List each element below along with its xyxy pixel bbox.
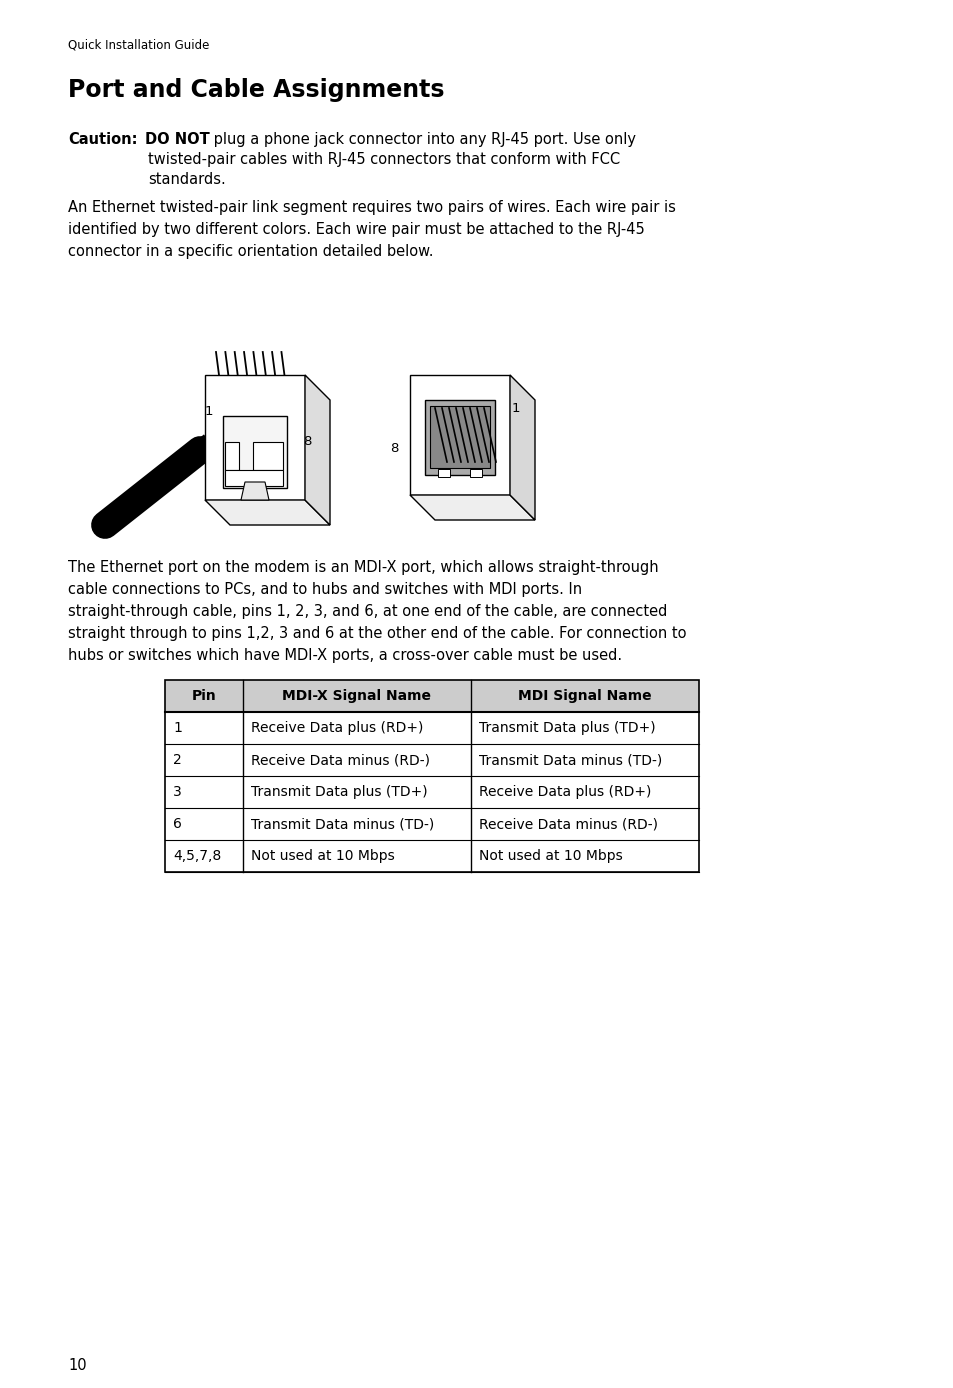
Text: 3: 3 bbox=[172, 786, 182, 799]
Bar bbox=[165, 840, 699, 872]
Bar bbox=[253, 441, 283, 471]
Text: Receive Data plus (RD+): Receive Data plus (RD+) bbox=[478, 786, 651, 799]
Text: Receive Data minus (RD-): Receive Data minus (RD-) bbox=[478, 818, 658, 831]
Bar bbox=[225, 441, 239, 471]
Polygon shape bbox=[305, 375, 330, 525]
Bar bbox=[165, 712, 699, 744]
Bar bbox=[424, 400, 495, 475]
Polygon shape bbox=[410, 375, 510, 496]
Text: straight through to pins 1,2, 3 and 6 at the other end of the cable. For connect: straight through to pins 1,2, 3 and 6 at… bbox=[68, 626, 686, 641]
Bar bbox=[430, 407, 490, 468]
Text: 10: 10 bbox=[68, 1357, 87, 1373]
Bar bbox=[223, 416, 287, 489]
Bar bbox=[165, 808, 699, 840]
Text: connector in a specific orientation detailed below.: connector in a specific orientation deta… bbox=[68, 244, 433, 260]
Text: hubs or switches which have MDI-X ports, a cross-over cable must be used.: hubs or switches which have MDI-X ports,… bbox=[68, 648, 621, 663]
Text: 1: 1 bbox=[172, 720, 182, 736]
Text: DO NOT: DO NOT bbox=[145, 132, 210, 147]
Text: 2: 2 bbox=[172, 754, 182, 768]
Polygon shape bbox=[410, 496, 535, 520]
Bar bbox=[165, 776, 699, 808]
Polygon shape bbox=[241, 482, 269, 500]
Text: cable connections to PCs, and to hubs and switches with MDI ports. In: cable connections to PCs, and to hubs an… bbox=[68, 582, 581, 597]
Text: twisted-pair cables with RJ-45 connectors that conform with FCC: twisted-pair cables with RJ-45 connector… bbox=[148, 153, 619, 167]
Bar bbox=[437, 469, 450, 477]
Bar bbox=[165, 680, 699, 712]
Text: Transmit Data plus (TD+): Transmit Data plus (TD+) bbox=[478, 720, 655, 736]
Text: Transmit Data minus (TD-): Transmit Data minus (TD-) bbox=[251, 818, 434, 831]
Bar bbox=[165, 680, 699, 872]
Text: Receive Data plus (RD+): Receive Data plus (RD+) bbox=[251, 720, 423, 736]
Text: 8: 8 bbox=[390, 441, 398, 454]
Text: Transmit Data minus (TD-): Transmit Data minus (TD-) bbox=[478, 754, 661, 768]
Text: 4,5,7,8: 4,5,7,8 bbox=[172, 849, 221, 863]
Text: 1: 1 bbox=[205, 405, 213, 418]
Text: An Ethernet twisted-pair link segment requires two pairs of wires. Each wire pai: An Ethernet twisted-pair link segment re… bbox=[68, 200, 675, 215]
Text: The Ethernet port on the modem is an MDI-X port, which allows straight-through: The Ethernet port on the modem is an MDI… bbox=[68, 559, 658, 575]
Text: MDI Signal Name: MDI Signal Name bbox=[517, 688, 651, 702]
Text: 8: 8 bbox=[303, 434, 311, 448]
Text: plug a phone jack connector into any RJ-45 port. Use only: plug a phone jack connector into any RJ-… bbox=[209, 132, 636, 147]
Text: 6: 6 bbox=[172, 818, 182, 831]
Text: MDI-X Signal Name: MDI-X Signal Name bbox=[282, 688, 431, 702]
Text: Port and Cable Assignments: Port and Cable Assignments bbox=[68, 78, 444, 101]
Text: Caution:: Caution: bbox=[68, 132, 137, 147]
Polygon shape bbox=[510, 375, 535, 520]
Text: standards.: standards. bbox=[148, 172, 226, 187]
Polygon shape bbox=[205, 500, 330, 525]
Text: Quick Installation Guide: Quick Installation Guide bbox=[68, 37, 209, 51]
Bar bbox=[165, 744, 699, 776]
Text: Not used at 10 Mbps: Not used at 10 Mbps bbox=[251, 849, 395, 863]
Text: Pin: Pin bbox=[192, 688, 216, 702]
Text: Not used at 10 Mbps: Not used at 10 Mbps bbox=[478, 849, 622, 863]
Bar bbox=[470, 469, 481, 477]
Text: identified by two different colors. Each wire pair must be attached to the RJ-45: identified by two different colors. Each… bbox=[68, 222, 644, 237]
Text: 1: 1 bbox=[512, 403, 520, 415]
Bar bbox=[225, 471, 283, 486]
Polygon shape bbox=[205, 375, 305, 500]
Text: Transmit Data plus (TD+): Transmit Data plus (TD+) bbox=[251, 786, 427, 799]
Text: Receive Data minus (RD-): Receive Data minus (RD-) bbox=[251, 754, 430, 768]
Text: straight-through cable, pins 1, 2, 3, and 6, at one end of the cable, are connec: straight-through cable, pins 1, 2, 3, an… bbox=[68, 604, 667, 619]
